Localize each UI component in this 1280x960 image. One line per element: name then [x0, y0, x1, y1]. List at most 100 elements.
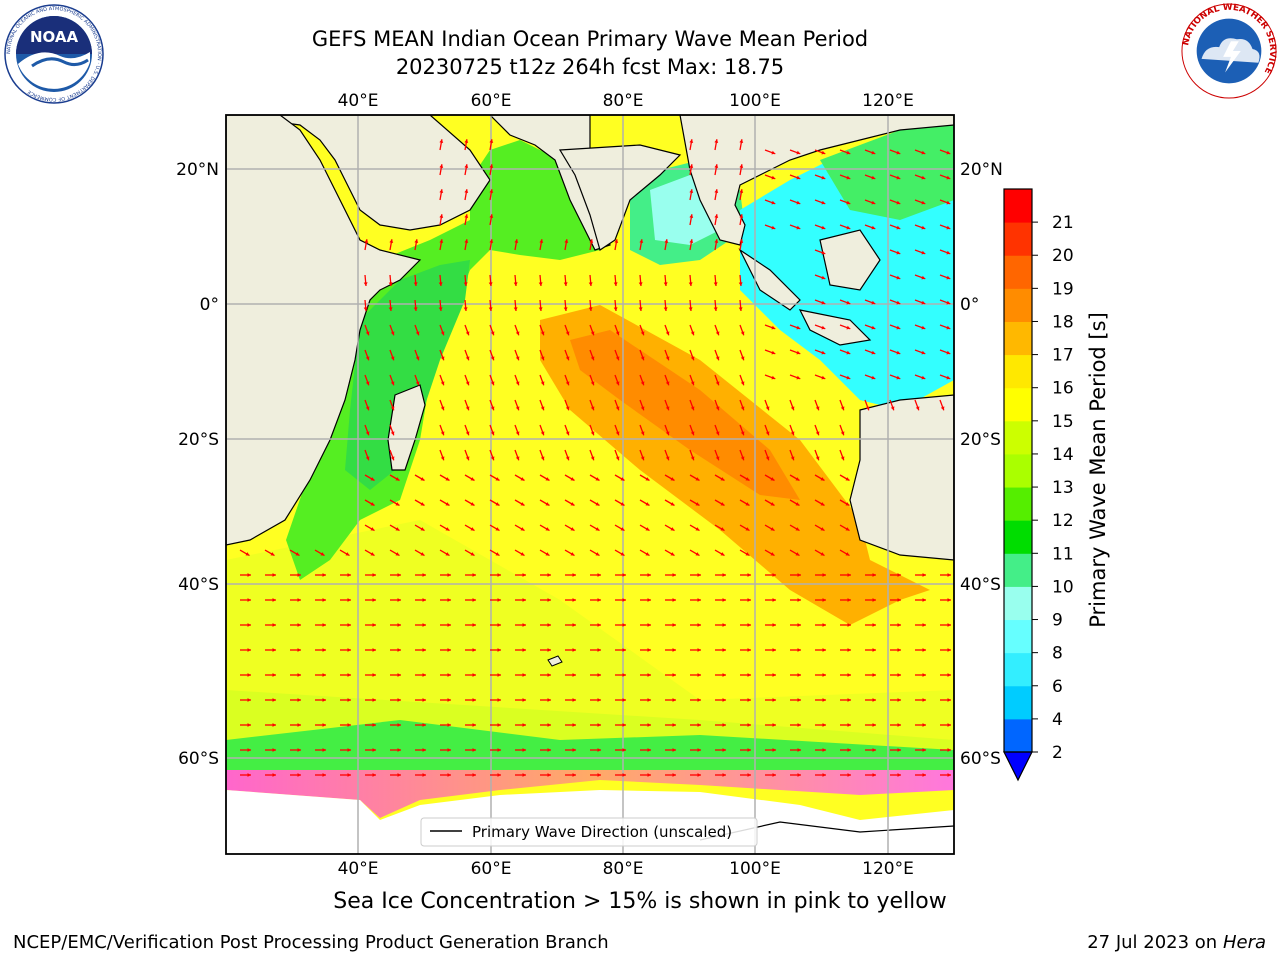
wave-arrow-head	[738, 307, 743, 311]
wave-arrow-head	[272, 573, 276, 577]
wave-arrow-head	[472, 723, 476, 727]
wave-arrow-head	[595, 502, 600, 506]
wave-arrow-head	[489, 214, 494, 218]
wave-arrow-head	[520, 527, 525, 531]
wave-arrow-head	[670, 552, 675, 556]
wave-arrow-head	[796, 350, 801, 355]
wave-arrow-head	[590, 431, 595, 436]
lon-label: 80°E	[603, 91, 644, 111]
wave-arrow-head	[622, 623, 626, 627]
wave-arrow-head	[470, 502, 475, 506]
wave-arrow-head	[522, 673, 526, 677]
wave-arrow-head	[297, 748, 301, 752]
wave-arrow-head	[595, 527, 600, 531]
wave-arrow-head	[489, 239, 494, 243]
wave-arrow-head	[790, 406, 795, 411]
wave-arrow-head	[422, 623, 426, 627]
wave-arrow-head	[247, 573, 251, 577]
wave-arrow-head	[615, 381, 620, 386]
graticule	[226, 115, 954, 854]
wave-arrow-head	[722, 573, 726, 577]
wave-arrow-head	[822, 773, 826, 777]
wave-arrow-head	[772, 698, 776, 702]
colorbar-tick-label: 10	[1052, 577, 1074, 597]
wave-arrow-head	[440, 381, 445, 386]
borneo	[819, 229, 881, 291]
wave-arrow-head	[688, 282, 693, 286]
wave-arrow-head	[572, 623, 576, 627]
wave-arrow-head	[770, 477, 775, 481]
lat-label: 0°	[960, 295, 979, 315]
wave-arrow-head	[921, 200, 926, 205]
wave-arrow-head	[947, 573, 951, 577]
wave-arrow-head	[540, 356, 545, 361]
wave-arrow-head	[663, 307, 668, 311]
wave-arrow-head	[589, 239, 594, 243]
wave-arrow-head	[497, 573, 501, 577]
wave-arrow-head	[465, 381, 470, 386]
sea-ice-note: Sea Ice Concentration > 15% is shown in …	[333, 889, 947, 914]
lon-labels-bottom: 40°E 60°E 80°E 100°E 120°E	[338, 859, 914, 879]
wave-arrow-head	[622, 773, 626, 777]
colorbar-tick-label: 13	[1052, 478, 1074, 498]
wave-arrow-head	[822, 573, 826, 577]
wave-arrow-head	[871, 350, 876, 355]
wave-arrow-head	[595, 552, 600, 556]
wave-arrow-head	[720, 502, 725, 506]
wave-arrow-head	[897, 648, 901, 652]
wave-arrow-head	[439, 139, 444, 143]
wave-arrow-head	[547, 623, 551, 627]
wave-arrow-head	[364, 239, 369, 243]
lat-label: 40°S	[960, 575, 1001, 595]
wave-arrow-head	[815, 456, 820, 461]
wave-arrow-head	[547, 723, 551, 727]
wave-arrow-head	[772, 573, 776, 577]
wave-arrow-head	[640, 356, 645, 361]
wave-arrow-head	[947, 698, 951, 702]
colorbar-swatch	[1004, 288, 1032, 322]
wave-arrow-head	[720, 552, 725, 556]
wave-arrow-head	[714, 164, 719, 168]
wave-arrow-head	[840, 406, 845, 411]
wave-arrow-head	[590, 356, 595, 361]
colorbar-swatch	[1004, 189, 1032, 223]
wave-arrow-head	[495, 527, 500, 531]
wave-arrow-head	[690, 431, 695, 436]
wave-arrow-head	[697, 748, 701, 752]
lat-label: 60°S	[960, 749, 1001, 769]
wave-arrow-head	[497, 773, 501, 777]
wave-arrow-head	[439, 239, 444, 243]
wave-arrow-head	[622, 573, 626, 577]
wave-arrow-head	[847, 573, 851, 577]
wave-arrow-head	[439, 214, 444, 218]
wave-arrow-head	[472, 698, 476, 702]
wave-arrow-head	[247, 748, 251, 752]
lon-label: 120°E	[862, 859, 914, 879]
lat-label: 0°	[200, 295, 219, 315]
wave-arrow-head	[272, 698, 276, 702]
wave-arrow-head	[540, 456, 545, 461]
wave-arrow-head	[620, 502, 625, 506]
wave-arrow-head	[822, 723, 826, 727]
wave-arrow-head	[413, 307, 418, 311]
wave-arrow-head	[620, 477, 625, 481]
wave-arrow-head	[614, 239, 619, 243]
wave-arrow-head	[771, 350, 776, 355]
chart-subtitle: 20230725 t12z 264h fcst Max: 18.75	[395, 55, 785, 79]
wave-arrow-head	[947, 598, 951, 602]
lat-label: 20°S	[960, 430, 1001, 450]
wave-arrow-head	[397, 598, 401, 602]
wave-arrow-head	[690, 406, 695, 411]
wave-arrow-head	[747, 698, 751, 702]
wave-arrow-head	[597, 748, 601, 752]
java	[798, 309, 872, 346]
wave-arrow-head	[465, 431, 470, 436]
wave-arrow-head	[522, 723, 526, 727]
wave-arrow-head	[597, 773, 601, 777]
wave-arrow-head	[647, 573, 651, 577]
wave-arrow-head	[865, 406, 870, 411]
wave-arrow-head	[545, 527, 550, 531]
wave-arrow-head	[247, 648, 251, 652]
wave-arrow-head	[722, 723, 726, 727]
wave-arrow-head	[715, 381, 720, 386]
